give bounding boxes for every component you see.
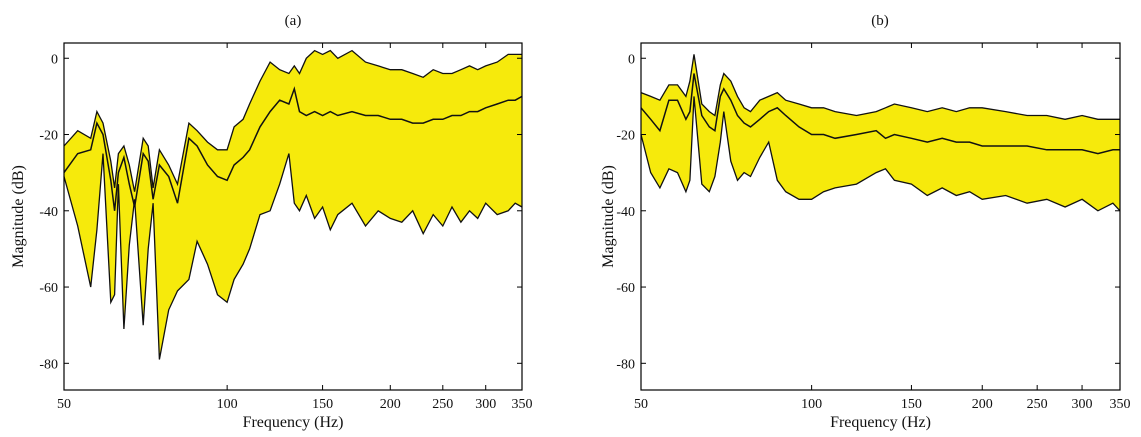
x-tick-label: 150 [901,397,922,412]
panel-b: 50 100 150 200 250 300 350 0 -20 -40 -60 -80 (b) Freq… [600,13,1131,431]
x-tick-label: 300 [1072,397,1093,412]
envelope-band [641,54,1120,211]
lower-bound-line [640,96,1121,212]
x-axis-label: Frequency (Hz) [830,414,931,431]
axes-frame [640,42,1121,391]
x-tick-label: 350 [1110,397,1131,412]
y-tick-label: -80 [616,357,635,372]
y-tick-label: 0 [628,52,635,67]
x-tick-label: 200 [972,397,993,412]
x-tick-label: 250 [1027,397,1048,412]
y-axis-label: Magnitude (dB) [10,165,27,268]
x-tick-label: 150 [312,397,333,412]
x-tick-label: 350 [512,397,533,412]
x-tick-label: 300 [475,397,496,412]
mean-line [640,73,1120,155]
y-tick-label: -20 [39,129,58,144]
y-tick-label: -60 [616,281,635,296]
panel-title: (a) [285,13,302,29]
x-tick-label: 50 [57,397,71,412]
mean-line [63,86,523,211]
panel-title: (b) [871,13,889,29]
x-tick-label: 50 [634,397,648,412]
upper-bound-line [640,54,1120,120]
upper-bound-line [63,49,522,192]
x-tick-label: 100 [801,397,822,412]
lower-bound-line [63,153,523,360]
x-axis-label: Frequency (Hz) [243,414,344,431]
y-tick-label: 0 [51,52,58,67]
y-tick-label: -80 [39,357,58,372]
y-tick-label: -60 [39,281,58,296]
x-tick-label: 100 [217,397,238,412]
axes-frame [63,42,523,391]
y-axis-label: Magnitude (dB) [600,165,617,268]
x-tick-label: 250 [432,397,453,412]
panel-a: 50 100 150 200 250 300 350 0 -20 -40 -60 -80 (a) Freq… [10,13,533,431]
x-tick-label: 200 [380,397,401,412]
envelope-band [64,50,522,360]
y-tick-label: -20 [616,129,635,144]
y-tick-label: -40 [616,205,635,220]
y-tick-label: -40 [39,205,58,220]
